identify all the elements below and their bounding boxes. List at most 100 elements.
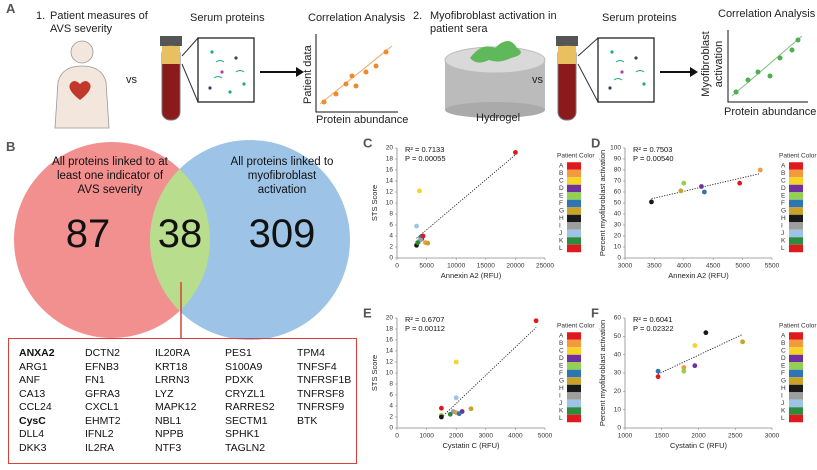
data-point	[414, 223, 419, 229]
data-point	[420, 233, 426, 239]
x-tick-label: 10000	[447, 263, 465, 270]
data-point	[425, 240, 431, 246]
legend-label: B	[559, 170, 563, 177]
protein-name: EFNB3	[85, 360, 119, 373]
protein-name: CRYZL1	[225, 387, 266, 400]
protein-name: LRRN3	[155, 374, 190, 386]
data-point	[417, 188, 422, 194]
legend-swatch	[789, 192, 803, 200]
protein-name: TNFRSF9	[297, 401, 345, 413]
legend-swatch	[789, 222, 803, 230]
y-tick-label: 0	[617, 255, 621, 262]
legend-swatch	[789, 237, 803, 245]
data-point	[701, 189, 707, 195]
y-tick-label: 4	[389, 233, 393, 240]
stat-annotation: P = 0.00540	[633, 154, 674, 163]
protein-name: CCL24	[19, 401, 52, 413]
legend-label: F	[559, 200, 563, 207]
legend-label: I	[781, 393, 783, 400]
y-axis-title: Percent myofibroblast activation	[598, 150, 607, 256]
data-point	[456, 411, 462, 417]
stat-annotation: R² = 0.7133	[405, 145, 444, 154]
legend-label: I	[559, 393, 561, 400]
legend-label: D	[559, 355, 564, 362]
legend-swatch	[567, 184, 581, 193]
legend-swatch	[567, 162, 581, 170]
legend-swatch	[789, 229, 803, 238]
y-tick-label: 70	[614, 178, 622, 185]
y-tick-label: 14	[386, 348, 394, 355]
mini-y-label: Myofibroblast activation	[700, 31, 725, 97]
x-axis-title: Cystatin C (RFU)	[670, 441, 728, 450]
protein-name: NBL1	[155, 414, 182, 427]
y-axis-title: STS Score	[370, 355, 379, 391]
x-tick-label: 0	[395, 433, 399, 440]
legend-label: A	[781, 333, 786, 340]
protein-name: NTF3	[155, 441, 182, 454]
protein-name: SPHK1	[225, 428, 260, 440]
mini-chart-2	[727, 30, 808, 103]
y-tick-label: 14	[386, 178, 394, 185]
data-point	[415, 240, 421, 246]
legend-swatch	[567, 354, 581, 363]
legend-label: C	[559, 348, 564, 355]
protein-name: IL2RA	[85, 441, 115, 454]
legend-label: B	[781, 170, 785, 177]
trendline	[416, 154, 516, 239]
legend-label: F	[781, 200, 785, 207]
legend-title: Patient Color	[557, 323, 595, 330]
protein-name: SECTM1	[225, 414, 268, 427]
legend-swatch	[567, 192, 581, 200]
legend-swatch	[789, 177, 803, 185]
y-tick-label: 8	[389, 211, 393, 218]
legend-label: D	[559, 185, 564, 192]
legend-label: L	[559, 415, 563, 422]
protein-name: TNFRSF8	[297, 387, 345, 400]
data-point	[681, 368, 687, 374]
legend-swatch	[567, 414, 581, 423]
y-tick-label: 0	[617, 425, 621, 432]
protein-name: NPPB	[155, 428, 184, 440]
legend-swatch	[567, 362, 581, 370]
legend-label: I	[559, 223, 561, 230]
venn-count: 38	[157, 212, 203, 256]
legend-swatch	[789, 244, 803, 253]
mini-chart-1	[315, 34, 398, 113]
protein-column: DCTN2 EFNB3 FN1 GFRA3 CXCL1 EHMT2 IFNL2 IL2RA	[85, 347, 121, 455]
protein-name: CysC	[19, 414, 46, 427]
protein-name: CXCL1	[85, 401, 119, 413]
arrow-head	[296, 67, 304, 77]
protein-list: ANXA2 ARG1 ANF CA13 CCL24 CysC DLL4 DKK3 DCTN2 EF…	[8, 338, 357, 464]
legend-label: J	[781, 400, 784, 407]
y-tick-label: 90	[614, 156, 622, 163]
legend-swatch	[567, 222, 581, 230]
panel-label: E	[363, 305, 372, 320]
analysis-label: Correlation Analysis	[718, 8, 816, 20]
y-tick-label: 2	[389, 244, 393, 251]
serum-label: Serum proteins	[190, 12, 265, 24]
step-number: 1.	[36, 10, 46, 22]
protein-name: S100A9	[225, 360, 263, 373]
data-point	[703, 330, 709, 336]
protein-name: RARRES2	[225, 401, 275, 413]
x-tick-label: 1000	[419, 433, 434, 440]
y-tick-label: 20	[386, 145, 394, 152]
venn-right-label: All proteins linked to myofibroblast act…	[230, 156, 334, 196]
x-tick-label: 2000	[691, 433, 706, 440]
vs-label: vs	[126, 74, 137, 86]
legend-label: F	[781, 370, 785, 377]
protein-name: IL20RA	[155, 347, 191, 359]
legend-swatch	[789, 354, 803, 363]
protein-name: TPM4	[297, 347, 326, 359]
legend-label: E	[781, 193, 786, 200]
protein-name: IFNL2	[85, 428, 114, 440]
y-tick-label: 18	[386, 326, 394, 333]
panel-label: C	[363, 135, 373, 150]
arrow-head-2	[690, 67, 698, 77]
stat-annotation: R² = 0.7503	[633, 145, 672, 154]
legend-swatch	[789, 399, 803, 408]
x-tick-label: 3000	[618, 263, 633, 270]
legend-label: K	[559, 408, 564, 415]
legend-label: E	[781, 363, 786, 370]
